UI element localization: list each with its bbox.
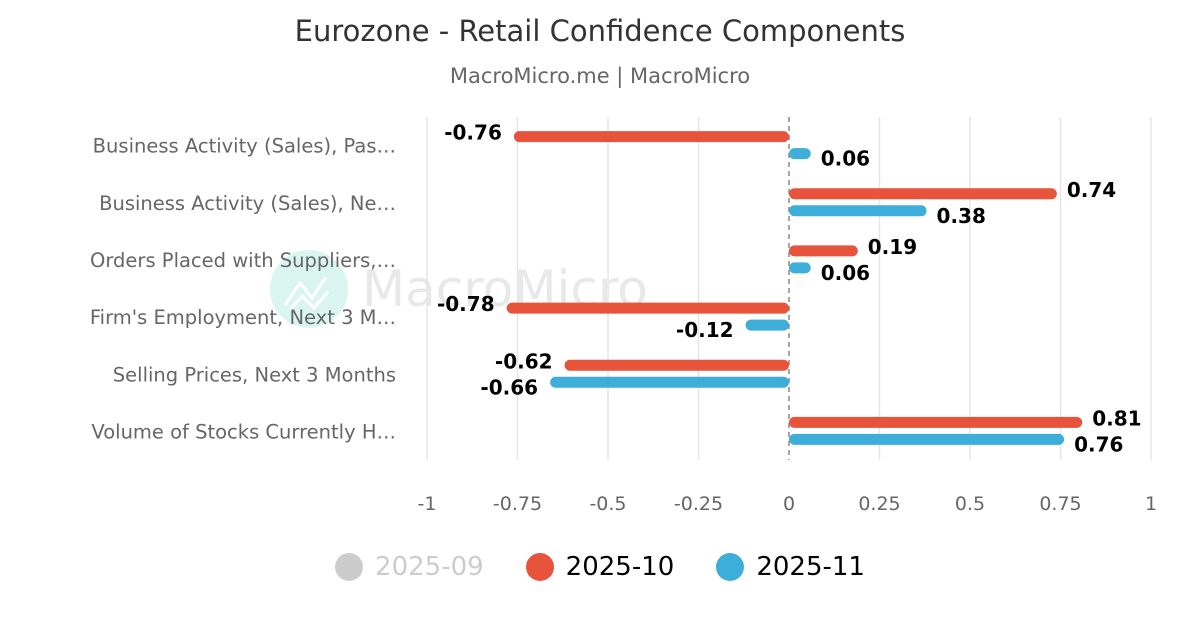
data-label: 0.06 [821,147,870,171]
legend-label: 2025-10 [565,552,675,582]
x-tick-label: -1 [418,493,437,515]
bar-2025-10 [564,359,789,371]
data-label: 0.38 [937,204,986,228]
category-label: Selling Prices, Next 3 Months [113,363,396,386]
bar-2025-11 [789,148,811,160]
category-label: Business Activity (Sales), Ne… [99,192,396,215]
x-tick-label: 0.5 [955,493,985,515]
data-label: -0.78 [437,292,495,316]
category-label: Business Activity (Sales), Pas… [93,135,396,158]
data-label: 0.76 [1074,432,1123,456]
bar-2025-10 [789,245,858,257]
category-label: Volume of Stocks Currently H… [91,420,396,443]
chart-subtitle: MacroMicro.me | MacroMicro [449,64,751,88]
legend-item-2025-11[interactable]: 2025-11 [716,552,865,582]
legend-marker-icon [335,553,364,581]
category-label: Firm's Employment, Next 3 M… [90,306,396,329]
x-tick-label: -0.75 [493,493,542,515]
data-label: 0.74 [1067,178,1116,202]
legend-marker-icon [716,553,745,581]
data-label: -0.62 [495,349,553,373]
bar-2025-11 [745,319,789,331]
bar-2025-11 [550,376,789,388]
data-label: 0.19 [868,235,917,259]
bar-2025-11 [789,205,927,217]
x-tick-label: 0 [783,493,795,515]
bar-2025-10 [789,188,1057,200]
data-label: 0.06 [821,261,870,285]
legend-label: 2025-09 [375,552,484,582]
x-tick-label: 1 [1145,493,1157,515]
x-tick-label: 0.25 [858,493,900,515]
legend-item-2025-10[interactable]: 2025-10 [525,552,675,582]
bar-2025-10 [506,302,789,314]
x-tick-label: -0.5 [589,493,626,515]
bar-2025-11 [789,433,1065,445]
data-label: -0.76 [444,121,502,145]
x-tick-label: -0.25 [674,493,723,515]
bar-2025-11 [789,262,811,274]
legend-marker-icon [525,553,554,581]
bar-2025-10 [513,131,789,143]
data-label: 0.81 [1092,406,1141,430]
bar-2025-10 [789,416,1083,428]
x-tick-label: 0.75 [1039,493,1081,515]
data-label: -0.12 [676,318,734,342]
legend-label: 2025-11 [756,552,865,582]
legend-item-2025-09[interactable]: 2025-09 [335,552,484,582]
chart-title: Eurozone - Retail Confidence Components [294,14,906,48]
legend: 2025-09 2025-10 2025-11 [0,552,1200,582]
data-label: -0.66 [480,375,538,399]
category-label: Orders Placed with Suppliers,… [90,249,396,272]
